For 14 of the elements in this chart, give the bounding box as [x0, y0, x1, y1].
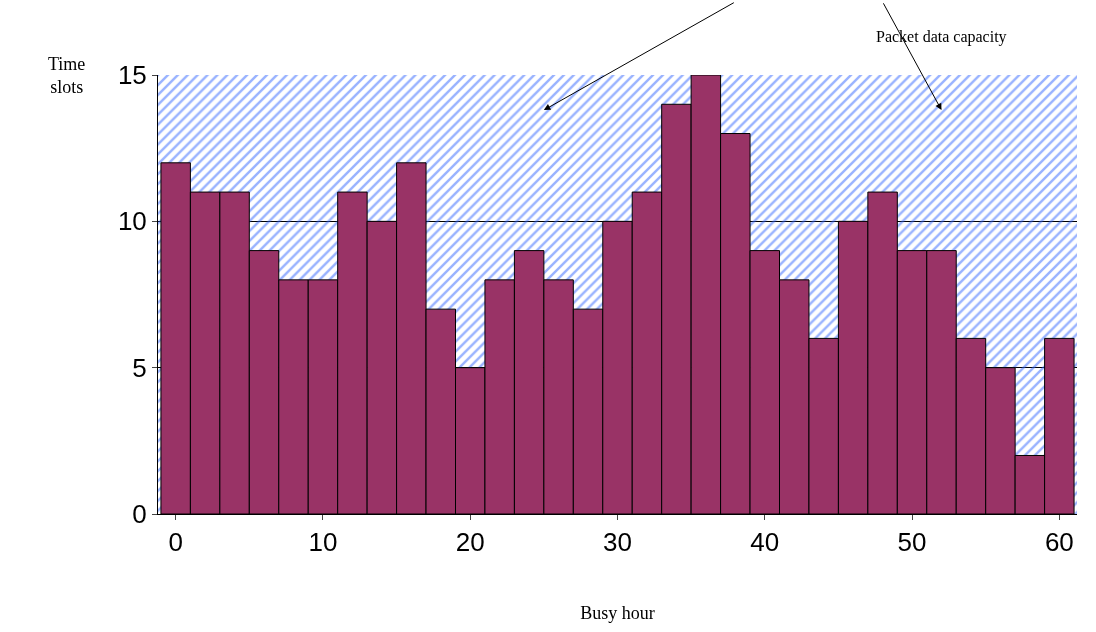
x-tick-label: 30 [603, 527, 632, 558]
y-tick-label: 5 [132, 352, 147, 383]
y-tick-label: 0 [132, 499, 147, 530]
x-tick-label: 60 [1044, 527, 1074, 558]
band-label: Packet data capacity [876, 28, 1007, 46]
y-tick-label: 10 [117, 206, 147, 237]
x-tick-label: 10 [308, 527, 338, 558]
x-axis-title: Busy hour [580, 603, 655, 624]
x-tick-label: 0 [168, 527, 183, 558]
x-tick-label: 20 [455, 527, 485, 558]
y-axis-title: Time slots [48, 54, 86, 98]
x-tick-label: 40 [750, 527, 780, 558]
y-tick-label: 15 [117, 60, 147, 91]
x-tick-label: 50 [897, 527, 927, 558]
